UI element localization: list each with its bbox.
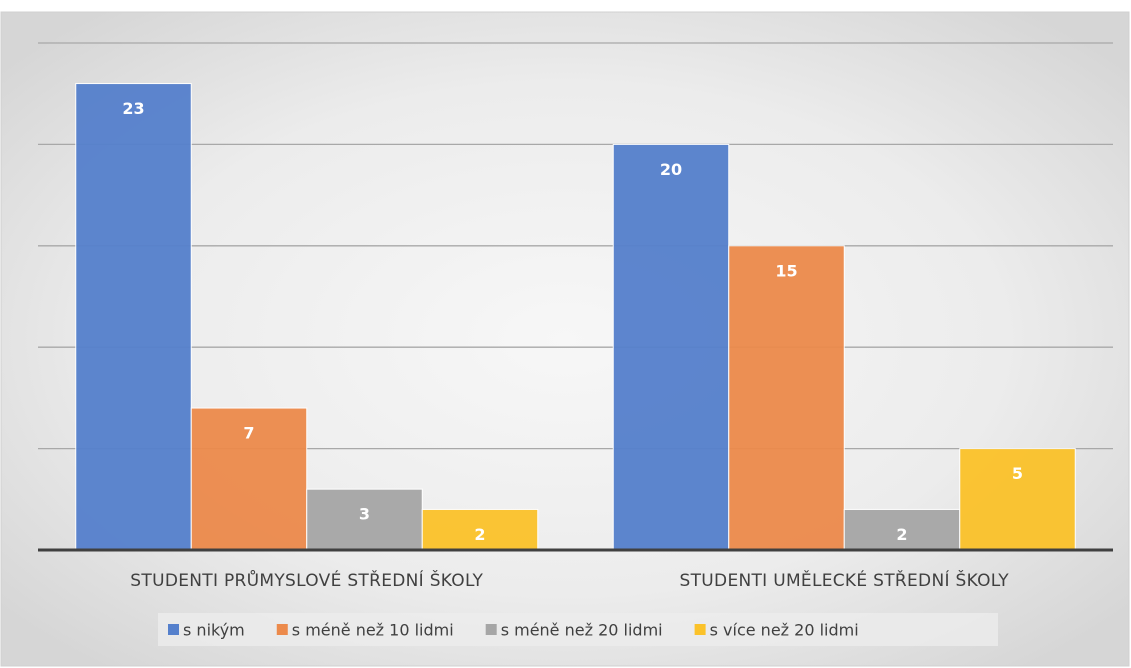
legend-box [158, 613, 998, 646]
value-label: 5 [1012, 464, 1023, 483]
value-label: 15 [775, 261, 797, 280]
legend-label: s nikým [183, 621, 245, 640]
x-tick-label: STUDENTI PRŮMYSLOVÉ STŘEDNÍ ŠKOLY [130, 569, 483, 591]
legend-swatch [694, 624, 706, 635]
legend-label: s více než 20 lidmi [710, 621, 859, 640]
value-label: 23 [122, 99, 144, 118]
legend-swatch [485, 624, 497, 635]
legend-swatch [168, 624, 179, 635]
value-label: 20 [660, 160, 682, 179]
x-tick-label: STUDENTI UMĚLECKÉ STŘEDNÍ ŠKOLY [680, 569, 1010, 591]
value-label: 2 [896, 525, 907, 544]
value-label: 7 [243, 424, 254, 443]
bar [612, 143, 730, 551]
bar [959, 448, 1076, 551]
legend-swatch [276, 624, 288, 635]
legend-label: s méně než 10 lidmi [292, 621, 454, 640]
bar [75, 83, 192, 551]
value-label: 2 [474, 525, 485, 544]
legend-label: s méně než 20 lidmi [501, 621, 663, 640]
bar [728, 245, 845, 551]
value-label: 3 [359, 505, 370, 524]
